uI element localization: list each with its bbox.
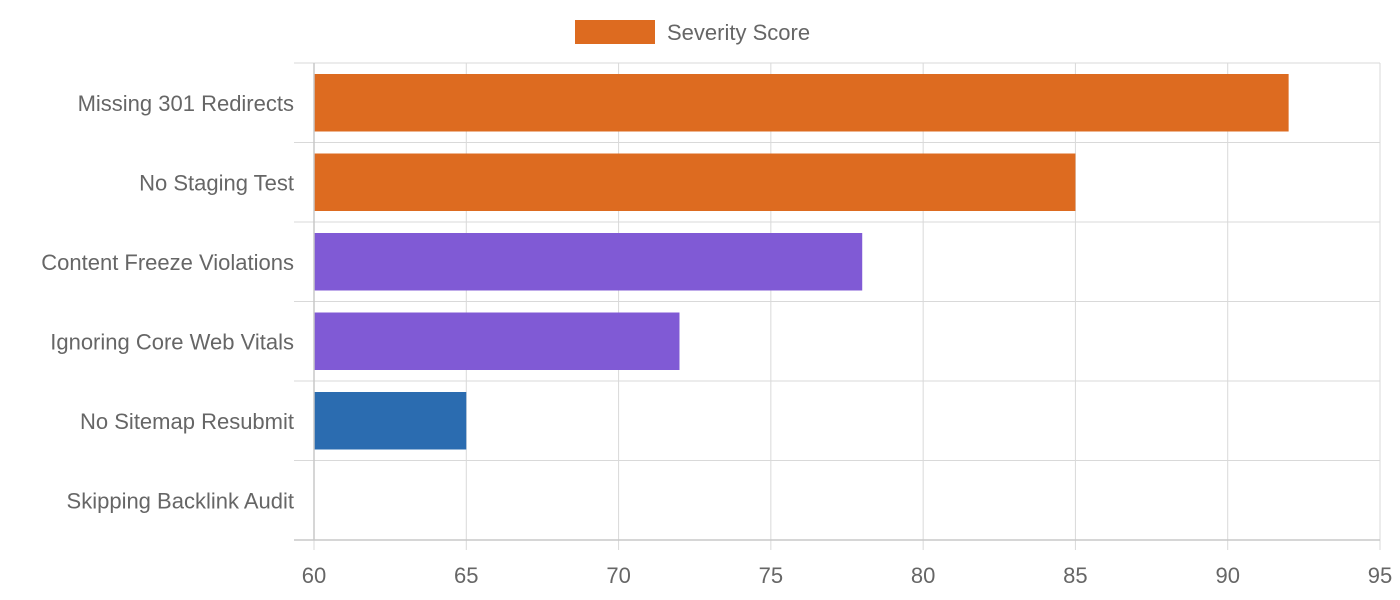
category-label: Missing 301 Redirects: [78, 91, 294, 116]
x-tick-label: 70: [606, 563, 630, 588]
x-tick-label: 90: [1215, 563, 1239, 588]
bars: [314, 74, 1289, 450]
x-axis-ticks: 60 65 70 75 80 85 90 95: [302, 563, 1392, 588]
y-axis-labels: Missing 301 Redirects No Staging Test Cont…: [41, 91, 294, 514]
category-label: Content Freeze Violations: [41, 250, 294, 275]
x-tick-label: 80: [911, 563, 935, 588]
bar[interactable]: [314, 153, 1076, 212]
bar[interactable]: [314, 392, 467, 450]
category-label: Ignoring Core Web Vitals: [50, 329, 294, 354]
bar[interactable]: [314, 312, 680, 371]
bar[interactable]: [314, 233, 863, 291]
legend-swatch[interactable]: [575, 20, 655, 44]
legend[interactable]: Severity Score: [575, 20, 810, 45]
bar[interactable]: [314, 74, 1289, 132]
grid: [294, 62, 1381, 550]
category-label: No Staging Test: [139, 170, 294, 195]
category-label: No Sitemap Resubmit: [80, 409, 294, 434]
x-tick-label: 95: [1368, 563, 1392, 588]
x-tick-label: 75: [759, 563, 783, 588]
x-tick-label: 60: [302, 563, 326, 588]
x-tick-label: 85: [1063, 563, 1087, 588]
category-label: Skipping Backlink Audit: [67, 488, 294, 513]
axes: [294, 63, 1380, 541]
legend-label[interactable]: Severity Score: [667, 20, 810, 45]
x-tick-label: 65: [454, 563, 478, 588]
